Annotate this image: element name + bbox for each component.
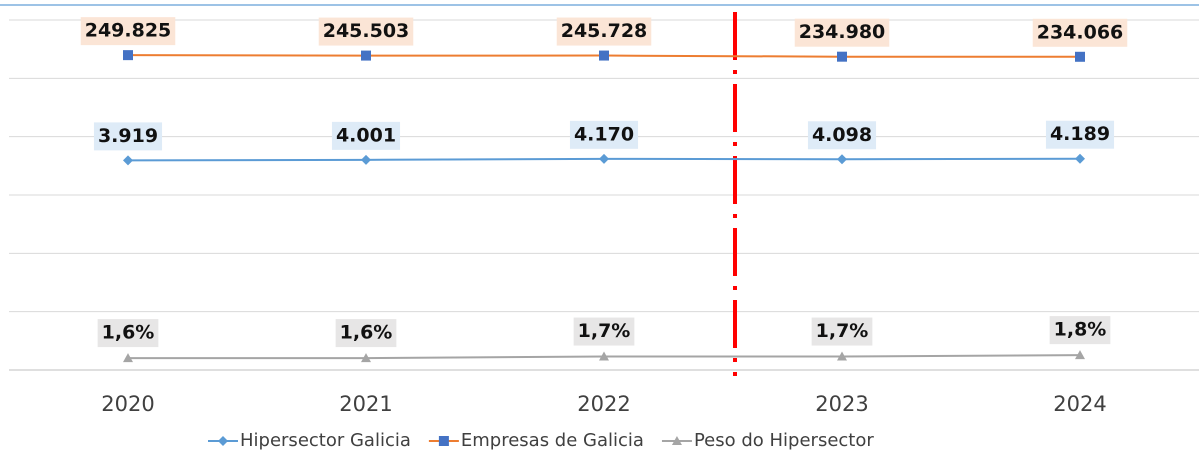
legend-item: Hipersector Galicia bbox=[208, 430, 411, 451]
marker bbox=[599, 153, 609, 164]
x-tick-label: 2024 bbox=[1053, 392, 1106, 416]
series: 1,6% 1,6% 1,7% 1,7% 1,8% bbox=[97, 316, 1111, 363]
marker bbox=[1075, 153, 1085, 164]
series: 249.825 245.503 245.728 234.980 234.066 bbox=[80, 17, 1128, 62]
legend-marker bbox=[671, 436, 682, 445]
legend-marker bbox=[438, 436, 449, 446]
data-label: 1,8% bbox=[1054, 319, 1107, 341]
data-label: 1,6% bbox=[102, 322, 155, 344]
marker bbox=[837, 51, 847, 62]
marker bbox=[837, 154, 847, 165]
marker bbox=[1075, 350, 1085, 360]
data-label: 1,7% bbox=[816, 320, 869, 342]
data-label-bg bbox=[1049, 316, 1111, 345]
legend-item: Empresas de Galicia bbox=[428, 430, 644, 451]
data-label: 3.919 bbox=[98, 125, 158, 147]
marker bbox=[361, 50, 371, 61]
marker bbox=[599, 50, 609, 61]
data-label: 1,6% bbox=[340, 322, 393, 344]
data-label-bg bbox=[80, 17, 176, 46]
data-label-bg bbox=[335, 319, 397, 348]
x-tick-label: 2020 bbox=[101, 392, 154, 416]
data-label-bg bbox=[318, 17, 414, 46]
data-label-bg bbox=[1045, 120, 1115, 149]
marker bbox=[599, 351, 609, 361]
marker bbox=[1075, 51, 1085, 62]
marker bbox=[123, 353, 133, 363]
marker bbox=[361, 353, 371, 363]
data-label: 245.728 bbox=[561, 20, 648, 42]
marker bbox=[123, 50, 133, 61]
data-label: 245.503 bbox=[323, 20, 410, 42]
legend-label: Empresas de Galicia bbox=[461, 430, 644, 451]
data-label-bg bbox=[807, 121, 877, 150]
data-label: 4.001 bbox=[336, 124, 396, 146]
marker bbox=[361, 154, 371, 165]
data-label-bg bbox=[97, 319, 159, 348]
data-label: 4.170 bbox=[574, 123, 634, 145]
legend-item: Peso do Hipersector bbox=[661, 430, 874, 451]
data-label-bg bbox=[811, 317, 873, 346]
data-label: 1,7% bbox=[578, 320, 631, 342]
data-label: 4.098 bbox=[812, 124, 872, 146]
legend-label: Peso do Hipersector bbox=[694, 430, 874, 451]
x-tick-label: 2021 bbox=[339, 392, 392, 416]
data-label: 234.066 bbox=[1037, 21, 1124, 43]
data-label-bg bbox=[331, 121, 401, 150]
x-tick-label: 2023 bbox=[815, 392, 868, 416]
data-label-bg bbox=[569, 120, 639, 149]
data-label: 234.980 bbox=[799, 21, 886, 43]
data-label-bg bbox=[794, 18, 890, 47]
legend-marker bbox=[218, 436, 228, 446]
marker bbox=[837, 351, 847, 361]
x-tick-label: 2022 bbox=[577, 392, 630, 416]
series: 3.919 4.001 4.170 4.098 4.189 bbox=[93, 120, 1115, 166]
data-label: 249.825 bbox=[85, 20, 172, 42]
legend-label: Hipersector Galicia bbox=[240, 430, 411, 451]
data-label-bg bbox=[93, 122, 163, 151]
data-label: 4.189 bbox=[1050, 123, 1110, 145]
data-label-bg bbox=[1032, 18, 1128, 47]
marker bbox=[123, 155, 133, 166]
data-label-bg bbox=[556, 17, 652, 46]
data-label-bg bbox=[573, 317, 635, 346]
